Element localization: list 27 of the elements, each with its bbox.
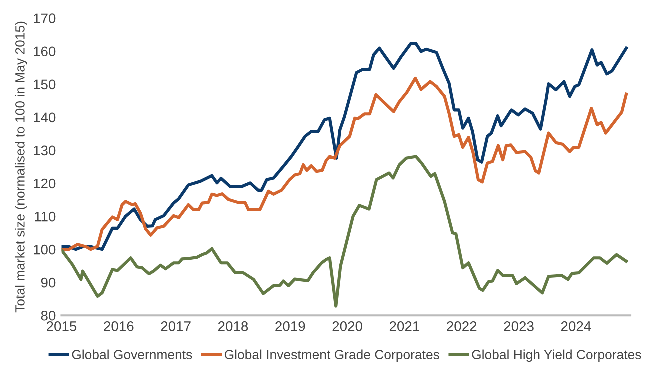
x-tick-label: 2019 xyxy=(276,322,306,332)
x-tick-label: 2015 xyxy=(47,322,77,332)
y-axis-title: Total market size (normalised to 100 in May 2015) xyxy=(15,22,28,313)
x-tick-label: 2017 xyxy=(161,322,191,332)
legend-label: Global High Yield Corporates xyxy=(472,350,642,362)
y-tick-label: 160 xyxy=(34,46,56,57)
line-series xyxy=(62,76,628,252)
y-tick-label: 100 xyxy=(34,244,56,255)
x-tick-label: 2024 xyxy=(561,322,592,332)
x-tick-label: 2016 xyxy=(104,322,134,332)
legend-label: Global Investment Grade Corporates xyxy=(224,350,440,362)
legend-label: Global Governments xyxy=(72,350,192,360)
y-tick-label: 150 xyxy=(34,80,56,90)
y-tick-label: 140 xyxy=(34,112,56,123)
x-tick-label: 2020 xyxy=(332,322,362,332)
y-tick-label: 130 xyxy=(34,146,56,156)
x-tick-label: 2018 xyxy=(218,322,248,332)
y-tick-label: 90 xyxy=(41,278,56,288)
y-tick-label: 120 xyxy=(34,178,56,189)
y-tick-label: 110 xyxy=(35,212,56,222)
x-tick-label: 2023 xyxy=(504,322,534,332)
line-series xyxy=(62,42,628,252)
x-tick-label: 2021 xyxy=(390,322,420,332)
y-tick-label: 170 xyxy=(34,14,56,24)
line-series xyxy=(62,155,628,308)
x-tick-label: 2022 xyxy=(447,322,477,332)
y-tick-label: 80 xyxy=(41,310,56,321)
